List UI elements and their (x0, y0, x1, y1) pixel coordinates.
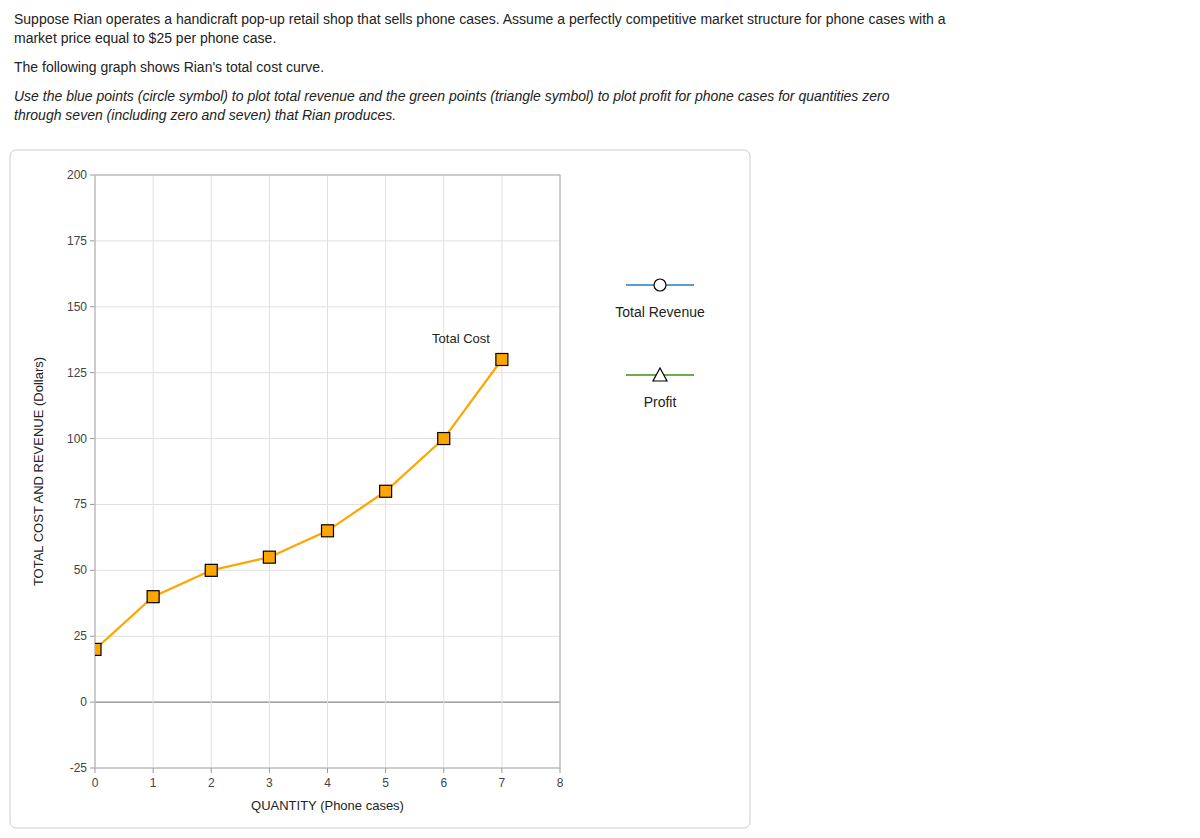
tick (90, 240, 95, 241)
tick (90, 636, 95, 637)
legend: Total Revenue Profit (615, 279, 705, 410)
tick-label: 150 (67, 300, 87, 314)
tick-label: 5 (382, 776, 389, 790)
instruction-text: The following graph shows Rian's total c… (14, 58, 1189, 77)
tick (90, 570, 95, 571)
grid-line (385, 175, 386, 768)
instructions: Suppose Rian operates a handicraft pop-u… (14, 10, 1189, 125)
chart: -25 0 25 50 75 100 125 150 175 200 0 1 2 3 4 5 6 7 8 QUANTI… (0, 0, 1200, 838)
tick-label: 0 (92, 776, 99, 790)
legend-symbol (653, 368, 667, 381)
legend-label: Profit (644, 394, 677, 410)
axes: -25 0 25 50 75 100 125 150 175 200 0 1 2 3 4 5 6 7 8 (67, 168, 564, 790)
tick-label: 8 (557, 776, 564, 790)
grid-line (269, 175, 270, 768)
tick-label: 25 (74, 629, 88, 643)
tick-label: 50 (74, 563, 88, 577)
grid-line (211, 175, 212, 768)
tick (385, 768, 386, 773)
grid-line (153, 175, 154, 768)
tick-label: -25 (70, 761, 88, 775)
tick-label: 0 (80, 695, 87, 709)
tick (153, 768, 154, 773)
panel (10, 150, 750, 828)
point (380, 485, 392, 497)
point (438, 433, 450, 445)
tick-label: 100 (67, 432, 87, 446)
plot-frame (95, 175, 560, 768)
series-label: Total Cost (432, 331, 490, 346)
point (263, 551, 275, 563)
legend-symbol (654, 279, 666, 291)
tick (95, 768, 96, 773)
tick (560, 768, 561, 773)
tick (90, 438, 95, 439)
tick (90, 175, 95, 176)
series-labels: Total Cost (432, 331, 490, 346)
series-line (95, 359, 502, 649)
tick (501, 768, 502, 773)
tick-label: 175 (67, 234, 87, 248)
tick-label: 200 (67, 168, 87, 182)
legend-label: Total Revenue (615, 304, 705, 320)
tick-label: 75 (74, 497, 88, 511)
instruction-text: Suppose Rian operates a handicraft pop-u… (14, 10, 1189, 29)
tick (90, 306, 95, 307)
tick-label: 2 (208, 776, 215, 790)
tick (90, 504, 95, 505)
point (95, 643, 101, 655)
tick (90, 372, 95, 373)
grid-line (443, 175, 444, 768)
tick (327, 768, 328, 773)
data-layer (95, 353, 508, 655)
point (496, 353, 508, 365)
instruction-text: market price equal to $25 per phone case… (14, 29, 1189, 48)
tick (443, 768, 444, 773)
tick-label: 4 (324, 776, 331, 790)
grid-line (501, 175, 502, 768)
instruction-text: through seven (including zero and seven)… (14, 106, 1189, 125)
tick-label: 1 (150, 776, 157, 790)
point (205, 564, 217, 576)
tick (211, 768, 212, 773)
point (147, 591, 159, 603)
x-axis-label: QUANTITY (Phone cases) (251, 798, 404, 813)
tick-label: 6 (440, 776, 447, 790)
grid-line (327, 175, 328, 768)
tick-label: 3 (266, 776, 273, 790)
tick (269, 768, 270, 773)
instruction-text: Use the blue points (circle symbol) to p… (14, 87, 1189, 106)
tick (90, 702, 95, 703)
tick-label: 125 (67, 366, 87, 380)
point (322, 525, 334, 537)
tick (90, 768, 95, 769)
tick-label: 7 (499, 776, 506, 790)
y-axis-label: TOTAL COST AND REVENUE (Dollars) (31, 357, 46, 586)
